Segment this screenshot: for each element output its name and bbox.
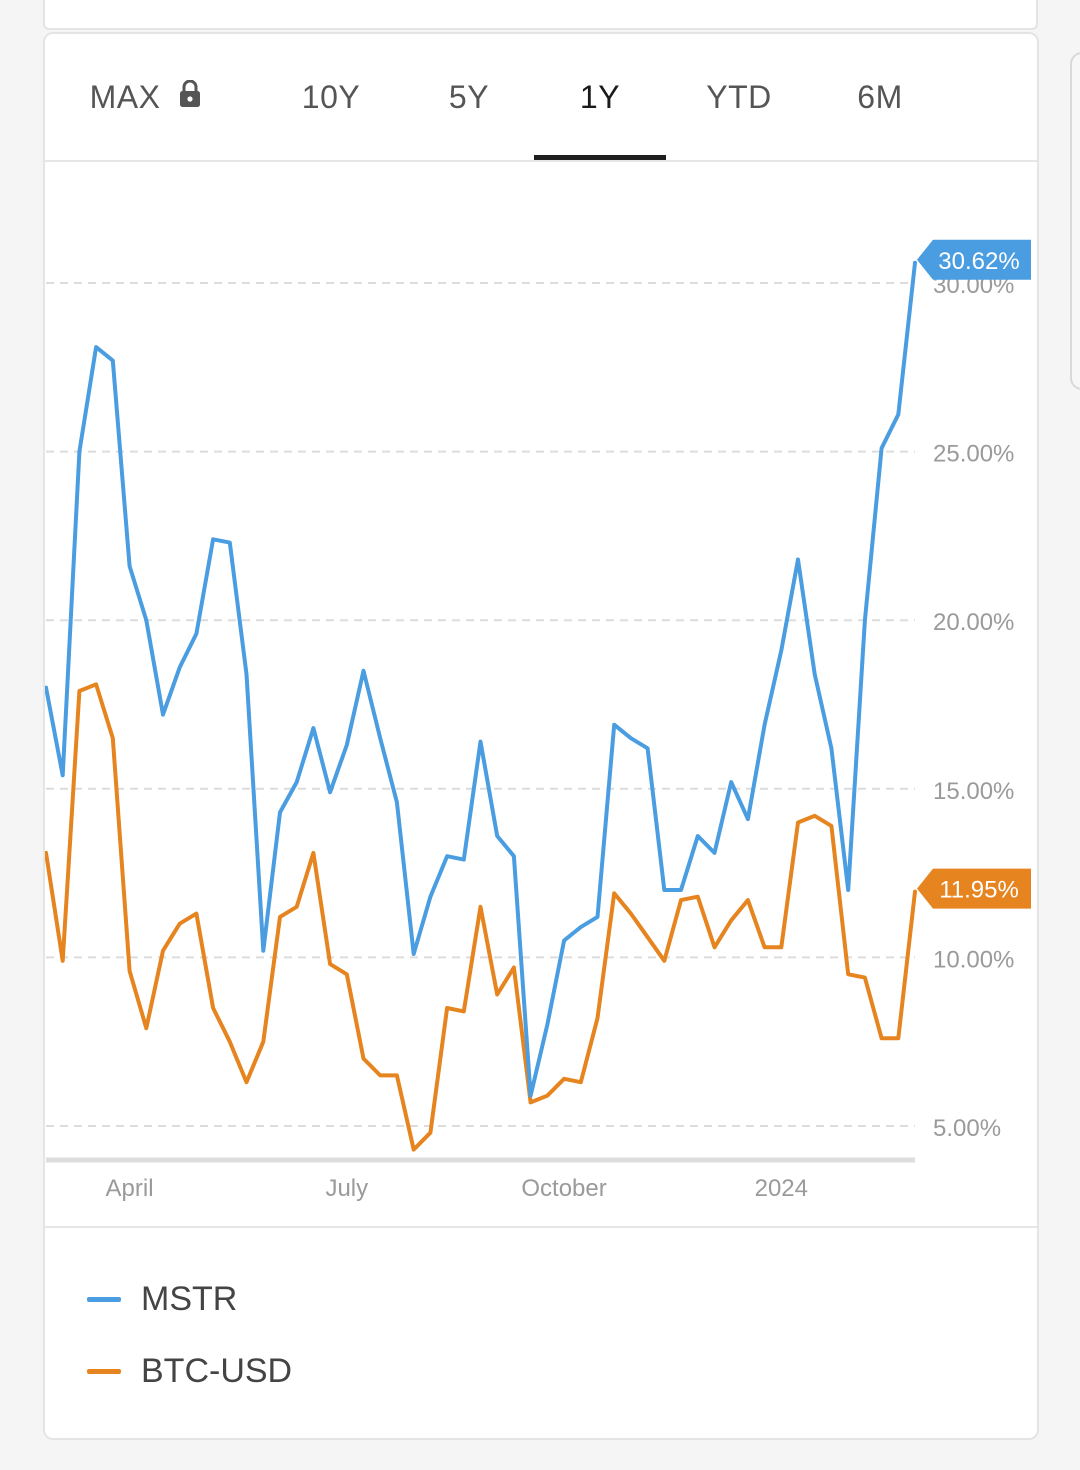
y-tick-label: 15.00% <box>933 778 1014 805</box>
y-tick-label: 20.00% <box>933 609 1014 636</box>
series-line-mstr <box>45 260 917 1098</box>
tab-10y[interactable]: 10Y <box>281 34 381 160</box>
chart-card: MAX 10Y 5Y 1Y YTD 6M 5.00% 10.00% 15 <box>43 32 1039 1440</box>
x-tick-label: 2024 <box>755 1175 808 1202</box>
tab-label: 1Y <box>579 78 621 115</box>
tab-label: MAX <box>89 78 161 115</box>
legend-label-btc-usd: BTC-USD <box>141 1352 293 1390</box>
legend-swatch-mstr <box>87 1297 121 1302</box>
legend-label-mstr: MSTR <box>141 1280 238 1318</box>
tab-label: YTD <box>706 78 772 115</box>
tab-5y[interactable]: 5Y <box>419 34 519 160</box>
tab-label: 5Y <box>448 78 490 115</box>
tab-ytd[interactable]: YTD <box>689 34 789 160</box>
previous-card-edge <box>43 0 1038 30</box>
lock-icon <box>178 79 202 116</box>
tab-max[interactable]: MAX <box>81 34 211 160</box>
legend: MSTR BTC-USD <box>45 1226 1037 1438</box>
tab-label: 6M <box>857 78 903 115</box>
y-tick-label: 5.00% <box>933 1115 1001 1142</box>
end-value-label-btc-usd: 11.95% <box>939 877 1019 904</box>
active-tab-indicator <box>534 155 666 160</box>
range-tabs: MAX 10Y 5Y 1Y YTD 6M <box>45 34 1037 162</box>
end-value-tag-mstr <box>917 239 1031 280</box>
chart-area[interactable]: 5.00% 10.00% 15.00% 20.00% 25.00% 30.00% April… <box>43 32 1039 1262</box>
tab-6m[interactable]: 6M <box>830 34 930 160</box>
x-tick-label: April <box>106 1175 154 1202</box>
series-line-btc-usd <box>45 682 917 1152</box>
tab-label: 10Y <box>301 78 361 115</box>
adjacent-card-edge <box>1070 52 1080 390</box>
end-value-label-mstr: 30.62% <box>938 248 1019 275</box>
y-tick-label: 25.00% <box>933 441 1014 468</box>
line-chart[interactable]: 5.00%10.00%15.00%20.00%25.00%30.00%April… <box>43 32 1039 1262</box>
x-tick-label: October <box>521 1175 606 1202</box>
tab-1y[interactable]: 1Y <box>534 34 666 160</box>
y-tick-label: 10.00% <box>933 946 1014 973</box>
end-value-tag-btc-usd <box>917 868 1031 909</box>
legend-item-mstr[interactable]: MSTR <box>87 1280 237 1319</box>
legend-swatch-btc-usd <box>87 1369 121 1374</box>
x-tick-label: July <box>325 1175 368 1202</box>
legend-item-btc-usd[interactable]: BTC-USD <box>87 1352 292 1391</box>
